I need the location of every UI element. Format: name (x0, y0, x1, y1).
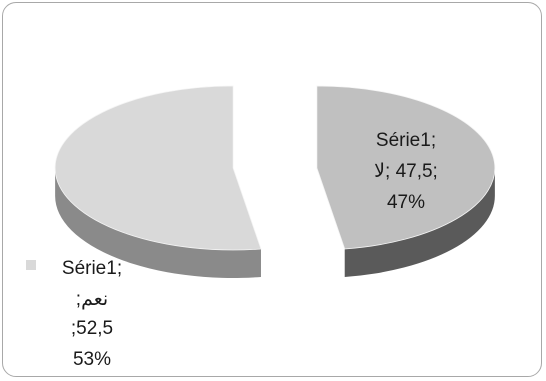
pie-slice-naam-rim (55, 168, 261, 279)
pie-slice-la (316, 85, 496, 250)
data-label-la-percent: 47% (387, 192, 425, 213)
pie-slices (54, 85, 496, 279)
data-label-la: Série1; ;47,5 ;لا 47% (342, 130, 438, 213)
legend-key-la (342, 134, 352, 144)
data-label-naam: Série1; نعم; ;52,5 53% (26, 258, 122, 370)
data-label-la-value: ;47,5 ;لا (374, 161, 438, 182)
legend-key-naam (26, 260, 36, 270)
data-label-naam-value: ;52,5 (71, 318, 113, 339)
pie-slice-la-rim (344, 168, 495, 277)
pie-slice-naam (54, 85, 262, 251)
data-label-naam-category: نعم; (76, 289, 108, 310)
data-label-naam-series: Série1; (62, 258, 122, 279)
data-label-la-series: Série1; (376, 130, 436, 151)
data-label-naam-percent: 53% (73, 349, 111, 370)
